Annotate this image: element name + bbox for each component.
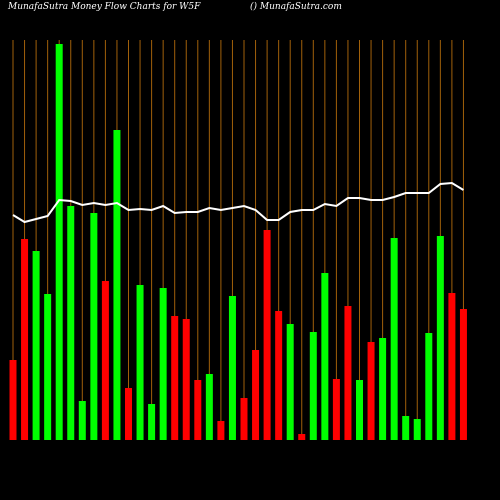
bar bbox=[332, 379, 340, 440]
bar bbox=[298, 434, 306, 440]
bar bbox=[448, 293, 456, 440]
bar bbox=[344, 306, 352, 440]
bar bbox=[425, 333, 433, 440]
price-line bbox=[12, 181, 464, 224]
bar bbox=[9, 360, 17, 440]
bar bbox=[275, 311, 283, 440]
bar bbox=[67, 206, 75, 440]
bar bbox=[205, 374, 213, 440]
bar bbox=[136, 285, 144, 440]
bar bbox=[321, 273, 329, 440]
bar bbox=[217, 421, 225, 440]
bar bbox=[113, 130, 121, 440]
bar bbox=[413, 419, 421, 440]
bar bbox=[32, 251, 40, 440]
bar bbox=[78, 401, 86, 440]
bar bbox=[21, 239, 29, 440]
bar bbox=[171, 316, 179, 440]
bar bbox=[286, 324, 294, 440]
bar bbox=[356, 380, 363, 440]
bar bbox=[228, 296, 236, 440]
bar bbox=[44, 294, 52, 440]
bar bbox=[182, 319, 190, 440]
bar bbox=[101, 281, 109, 440]
chart-subtitle: () MunafaSutra.com bbox=[250, 1, 342, 12]
bar bbox=[125, 388, 132, 440]
bar bbox=[309, 332, 317, 440]
bar bbox=[148, 404, 156, 440]
chart-title: MunafaSutra Money Flow Charts for W5F bbox=[7, 2, 201, 12]
bar bbox=[436, 236, 444, 440]
bar bbox=[367, 342, 375, 440]
bar bbox=[90, 213, 98, 440]
bar bbox=[252, 350, 260, 440]
bar bbox=[379, 338, 387, 440]
bar bbox=[194, 380, 202, 440]
bar bbox=[459, 309, 467, 440]
bar bbox=[390, 238, 398, 440]
bar bbox=[263, 230, 271, 440]
bar bbox=[55, 44, 63, 440]
bar bbox=[402, 416, 410, 440]
bar bbox=[159, 288, 167, 440]
bar bbox=[240, 398, 248, 440]
